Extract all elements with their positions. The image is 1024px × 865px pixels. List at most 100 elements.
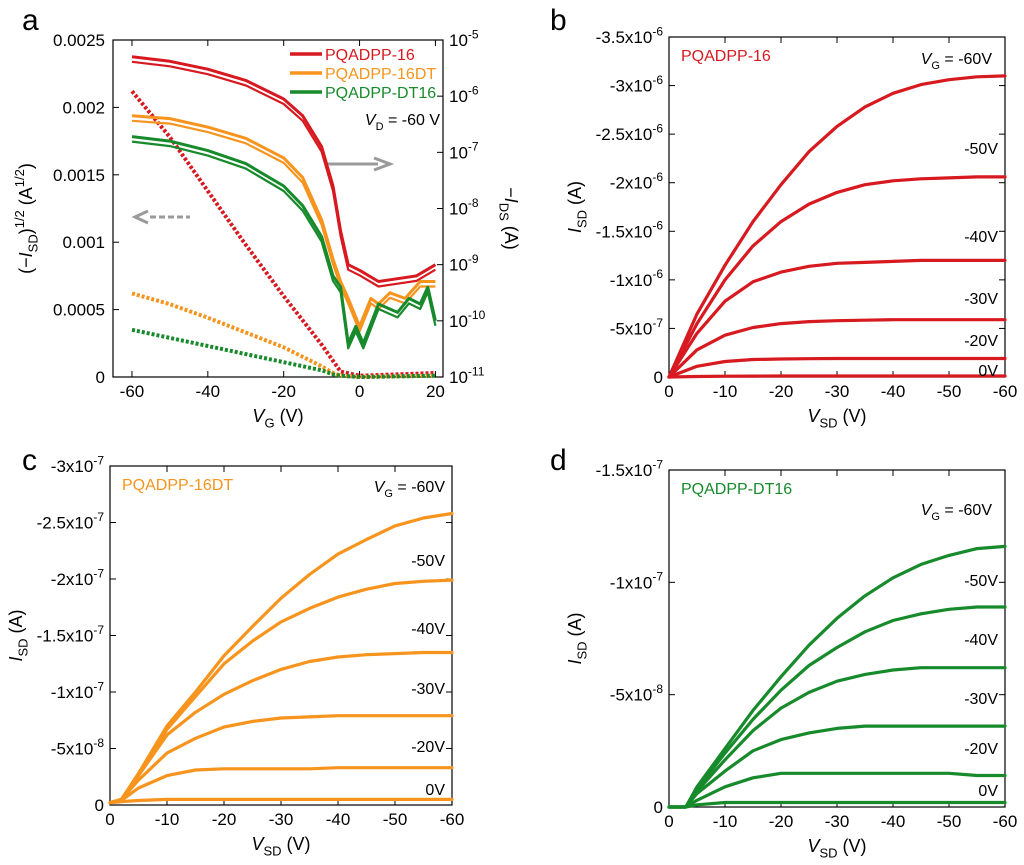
x-tick-label: -10 <box>155 810 180 829</box>
y-axis-label: ISD​ (A) <box>6 609 30 661</box>
vg-label: -30V <box>964 691 998 708</box>
vg-label: -50V <box>411 553 445 570</box>
y-axis-label: ISD​ (A) <box>565 612 589 664</box>
y-tick-label: -1x10-6 <box>610 267 664 290</box>
x-tick-label: -50 <box>937 812 962 831</box>
y-tick-label: -5x10-8 <box>51 736 105 759</box>
vd-annotation: VD​ = -60 V <box>365 112 440 133</box>
x-tick-label: -50 <box>383 810 408 829</box>
sqrt-curve-PQADPP-16 <box>130 89 436 378</box>
vg-label: -40V <box>964 229 998 246</box>
y-tick-label: 0.0005 <box>53 301 105 320</box>
x-tick-label: -30 <box>269 810 294 829</box>
x-tick-label: 20 <box>426 382 445 401</box>
vg-label: -40V <box>411 621 445 638</box>
device-label: PQADPP-16DT <box>122 477 233 494</box>
curve-vg--30V <box>667 724 1007 809</box>
x-tick-label: -40 <box>196 382 221 401</box>
x-axis-label: VSD​ (V) <box>807 836 866 860</box>
curve-vg-0V <box>108 797 454 805</box>
device-label: PQADPP-16 <box>681 48 771 65</box>
curve-vg--50V <box>667 605 1007 809</box>
y-tick-label: -3x10-7 <box>51 453 105 476</box>
vg-label: VG​ = -60V <box>921 51 993 72</box>
y-tick-label: -3.5x10-6 <box>596 24 664 47</box>
legend-label: PQADPP-DT16 <box>325 85 436 102</box>
y-tick-label: -1.5x10-6 <box>596 219 664 242</box>
sqrt-curve-PQADPP-16DT <box>131 291 436 380</box>
y-tick-right-label: 10-7 <box>449 140 479 163</box>
curve-vg-0V <box>667 800 1007 809</box>
y-axis-left-label: (−ISD​)1/2​ (A1/2​) <box>12 163 41 274</box>
x-tick-label: 0 <box>664 812 673 831</box>
vg-label: -20V <box>411 739 445 756</box>
log-curve-PQADPP-16 <box>131 55 437 283</box>
y-tick-label: -2x10-7 <box>51 566 105 589</box>
x-tick-label: -20 <box>212 810 237 829</box>
x-axis-label: VG​ (V) <box>252 406 303 430</box>
panel-c: 0 -10 -20 -30 -40 -50 -60 0 -5x10-8 -1x10-7 -1.5x1… <box>6 453 464 858</box>
x-tick-label: -10 <box>713 812 738 831</box>
curve-vg--20V <box>667 356 1007 379</box>
x-tick-label: -10 <box>713 382 738 401</box>
vg-label: -20V <box>964 333 998 350</box>
arrow-right-icon <box>373 156 395 172</box>
plot-frame <box>668 36 1006 378</box>
y-tick-label: -5x10-8 <box>610 682 664 705</box>
x-tick-label: -20 <box>769 382 794 401</box>
x-tick-label: -60 <box>440 810 465 829</box>
panel-a: -60 -40 -20 0 20 0 0.0005 0.001 0.0015 0.002 0.002… <box>12 27 521 430</box>
x-tick-label: -20 <box>769 812 794 831</box>
x-tick-label: -40 <box>881 812 906 831</box>
vg-label: VG​ = -60V <box>921 502 993 523</box>
x-axis-label: VSD​ (V) <box>251 834 310 858</box>
curve-vg-0V <box>667 374 1007 379</box>
y-tick-right-label: 10-11 <box>449 364 485 387</box>
y-tick-label: -3x10-6 <box>610 73 664 96</box>
x-tick-label: -30 <box>825 812 850 831</box>
x-tick-label: -50 <box>937 382 962 401</box>
curve-vg--40V <box>108 650 454 805</box>
y-tick-label: 0 <box>96 368 105 387</box>
y-axis-right-label: −IDS​ (A) <box>497 187 521 250</box>
vg-label: -50V <box>964 573 998 590</box>
vg-label: -30V <box>411 681 445 698</box>
y-tick-label: -5x10-7 <box>610 316 664 339</box>
panel-letter-b: b <box>550 4 567 37</box>
panel-b: 0 -10 -20 -30 -40 -50 -60 0 -5x10-7 -1x10-6 -1.5x1… <box>565 24 1017 430</box>
y-tick-label: -1.5x10-7 <box>596 457 664 480</box>
device-label: PQADPP-DT16 <box>681 481 792 498</box>
vg-label: -20V <box>964 741 998 758</box>
x-tick-label: -60 <box>993 382 1018 401</box>
vg-label: 0V <box>425 782 445 799</box>
arrow-left-icon <box>131 209 149 225</box>
panel-letter-c: c <box>22 444 37 477</box>
y-tick-label: 0 <box>654 798 663 817</box>
log-curve-reverse-PQADPP-16DT <box>131 119 436 333</box>
curve-vg--30V <box>667 318 1007 379</box>
vg-label: VG​ = -60V <box>374 479 446 500</box>
vg-label: -50V <box>964 141 998 158</box>
vg-label: -40V <box>964 632 998 649</box>
y-tick-label: 0 <box>654 368 663 387</box>
x-tick-label: -40 <box>881 382 906 401</box>
x-tick-label: -60 <box>993 812 1018 831</box>
curve-vg--40V <box>667 666 1007 809</box>
legend-label: PQADPP-16DT <box>325 66 436 83</box>
y-tick-label: 0.0015 <box>53 166 105 185</box>
y-tick-label: 0.002 <box>62 98 105 117</box>
panel-letter-d: d <box>550 444 567 477</box>
legend-label: PQADPP-16 <box>325 47 415 64</box>
x-tick-label: -60 <box>120 382 145 401</box>
panel-d: 0 -10 -20 -30 -40 -50 -60 0 -5x10-8 -1x10-7 -1.5x1… <box>565 457 1017 860</box>
curve-vg--50V <box>667 175 1007 379</box>
x-tick-label: -20 <box>271 382 296 401</box>
x-tick-label: 0 <box>105 810 114 829</box>
y-axis-label: ISD​ (A) <box>565 181 589 233</box>
log-curve-PQADPP-DT16 <box>131 135 437 345</box>
y-tick-right-label: 10-10 <box>449 308 486 331</box>
panel-letter-a: a <box>22 4 39 37</box>
plot-frame <box>109 465 453 806</box>
y-tick-right-label: 10-8 <box>449 196 479 219</box>
